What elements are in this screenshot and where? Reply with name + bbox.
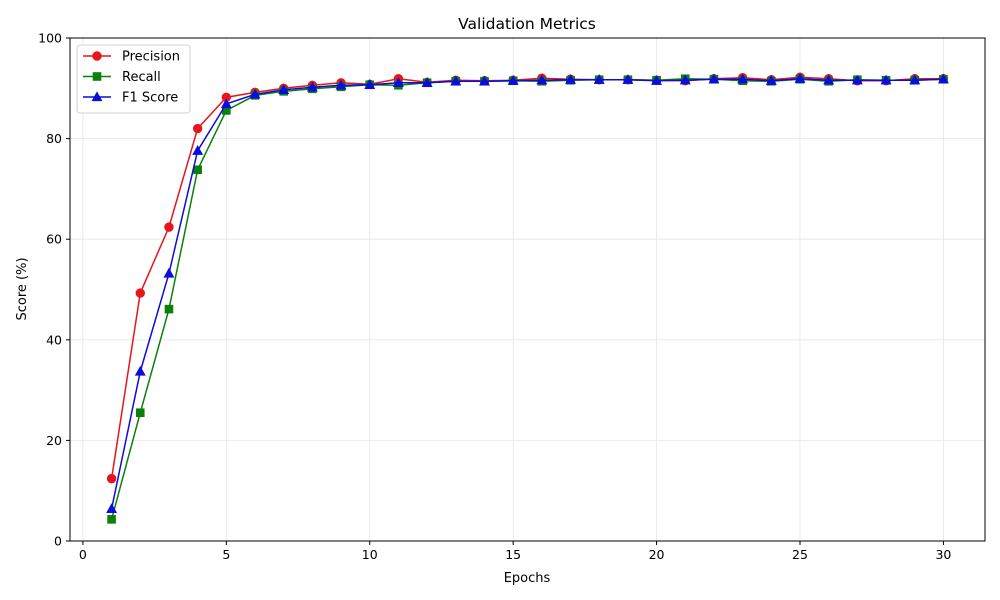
plot-frame — [69, 37, 986, 542]
legend-label-f1-score: F1 Score — [122, 91, 178, 106]
legend-entry-recall: Recall — [83, 70, 161, 85]
data-point-f1-score — [220, 98, 232, 109]
data-point-f1-score — [536, 74, 548, 85]
data-point-f1-score — [565, 74, 576, 84]
legend-box — [76, 44, 191, 114]
data-point-f1-score — [708, 73, 720, 84]
x-tick-label: 15 — [505, 547, 521, 562]
y-tick-label: 80 — [46, 131, 62, 146]
x-tick-label: 5 — [222, 547, 230, 562]
series-precision — [106, 72, 949, 484]
y-tick-label: 60 — [46, 232, 62, 247]
legend-entry-f1-score: F1 Score — [83, 91, 178, 106]
data-point-f1-score — [421, 77, 433, 87]
series-line-precision — [110, 76, 944, 479]
legend-entry-precision: Precision — [83, 50, 180, 65]
data-point-f1-score — [937, 73, 949, 84]
data-point-precision — [164, 222, 174, 232]
x-tick-label: 30 — [935, 547, 951, 562]
data-point-f1-score — [450, 75, 462, 86]
data-point-recall — [164, 304, 174, 314]
data-point-f1-score — [909, 74, 921, 85]
data-point-f1-score — [335, 79, 347, 90]
data-point-f1-score — [679, 74, 691, 85]
data-point-precision — [106, 473, 117, 484]
series-layer — [106, 72, 949, 524]
y-tick-label: 40 — [46, 332, 62, 347]
legend-label-recall: Recall — [122, 70, 161, 85]
data-point-f1-score — [765, 75, 777, 85]
data-point-f1-score — [278, 84, 290, 94]
data-point-precision — [135, 288, 145, 298]
data-point-f1-score — [651, 75, 663, 85]
data-point-f1-score — [249, 88, 261, 99]
series-line-f1-score — [110, 77, 944, 509]
data-point-precision — [192, 123, 203, 134]
data-point-f1-score — [622, 74, 634, 84]
data-point-f1-score — [392, 77, 404, 87]
data-point-f1-score — [106, 503, 118, 513]
data-point-f1-score — [479, 75, 490, 86]
axes: 0 5 10 15 20 25 30 0 20 40 60 80 100 — [38, 31, 951, 563]
y-tick-label: 0 — [54, 534, 62, 549]
data-point-f1-score — [192, 145, 204, 155]
legend-label-precision: Precision — [122, 50, 180, 65]
grid — [70, 37, 985, 542]
legend-marker-recall — [92, 72, 102, 81]
data-point-f1-score — [163, 267, 175, 278]
series-line-recall — [110, 77, 944, 520]
legend: Precision Recall F1 Score — [76, 44, 191, 114]
data-point-f1-score — [364, 79, 376, 89]
x-axis-label: Epochs — [504, 571, 551, 586]
data-point-f1-score — [134, 365, 146, 376]
x-tick-label: 25 — [792, 547, 808, 562]
y-axis-label: Score (%) — [15, 257, 30, 320]
data-point-f1-score — [880, 74, 892, 85]
data-point-recall — [107, 515, 116, 524]
x-tick-label: 0 — [79, 547, 87, 562]
data-point-recall — [193, 165, 202, 175]
chart-title: Validation Metrics — [458, 15, 596, 33]
y-tick-label: 20 — [46, 433, 62, 448]
series-recall — [107, 74, 948, 524]
series-f1-score — [106, 73, 949, 513]
legend-marker-precision — [92, 51, 102, 61]
legend-marker-f1-score — [91, 91, 103, 102]
x-tick-label: 20 — [649, 547, 665, 562]
x-tick-label: 10 — [362, 547, 378, 562]
data-point-f1-score — [851, 74, 863, 85]
data-point-f1-score — [306, 81, 318, 92]
data-point-recall — [135, 408, 145, 418]
data-point-f1-score — [737, 73, 749, 84]
data-point-f1-score — [507, 75, 519, 85]
data-point-f1-score — [823, 74, 835, 85]
data-point-f1-score — [593, 74, 605, 84]
y-tick-label: 100 — [38, 31, 62, 46]
data-point-f1-score — [794, 73, 806, 83]
